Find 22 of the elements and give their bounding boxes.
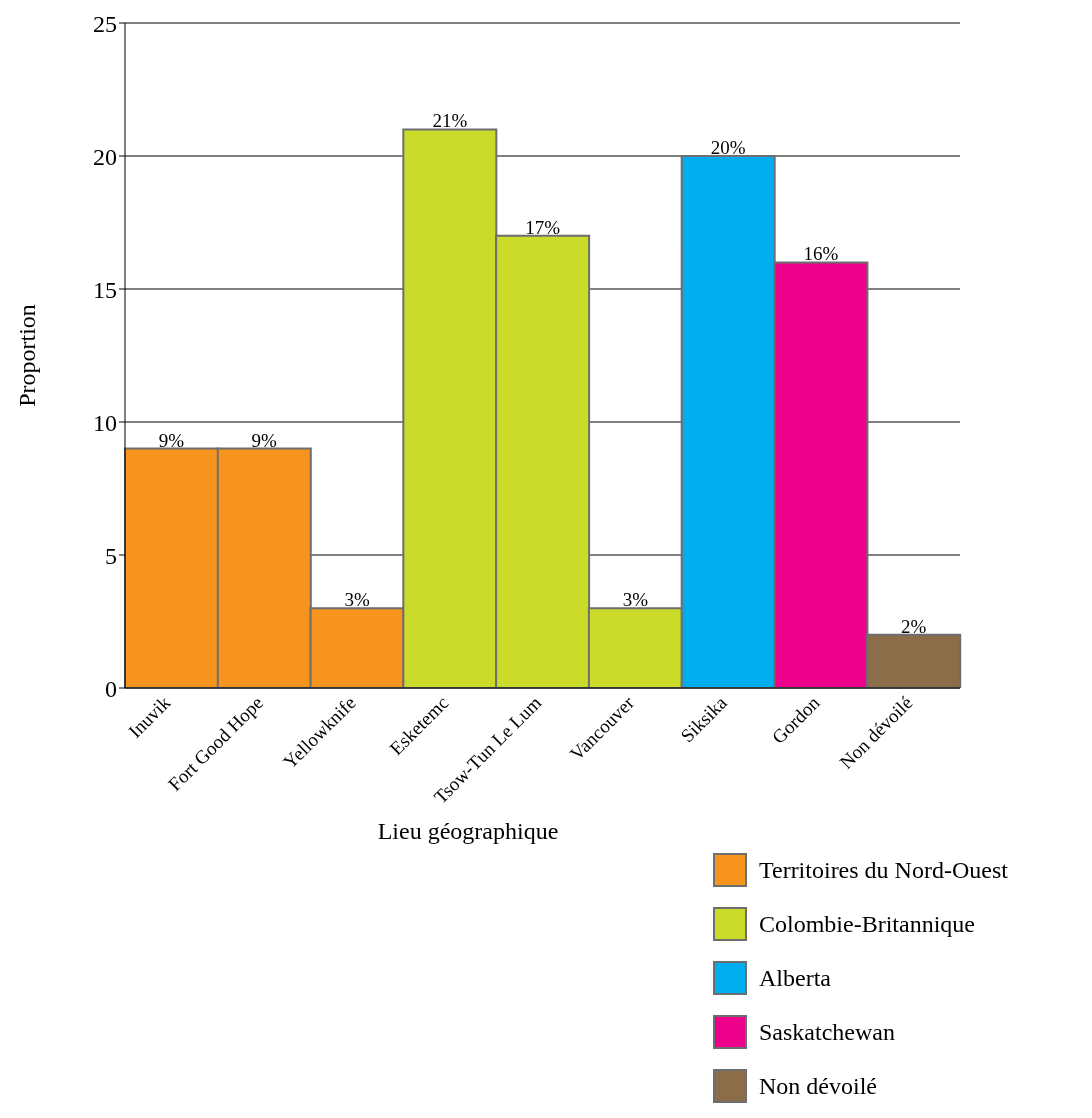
y-tick-label: 5 <box>105 542 117 569</box>
x-axis-title: Lieu géographique <box>376 818 560 845</box>
data-label: 3% <box>622 589 649 611</box>
data-label: 16% <box>803 243 839 265</box>
legend-label: Territoires du Nord-Ouest <box>759 856 1008 884</box>
y-tick-label: 25 <box>93 10 117 37</box>
data-label: 9% <box>158 429 185 451</box>
y-tick-label: 10 <box>93 409 117 436</box>
y-tick-label: 15 <box>93 276 117 303</box>
data-label: 3% <box>344 589 370 611</box>
legend-label: Alberta <box>759 964 831 992</box>
y-tick-label: 20 <box>93 143 117 170</box>
legend-label: Colombie-Britannique <box>759 910 975 938</box>
y-axis-title: Proportion <box>13 304 40 407</box>
data-label: 9% <box>251 429 278 451</box>
legend-label: Saskatchewan <box>759 1018 895 1046</box>
legend-label: Non dévoilé <box>759 1072 877 1100</box>
data-label: 17% <box>525 216 561 238</box>
y-tick-label: 0 <box>105 675 117 702</box>
data-label: 21% <box>432 110 468 132</box>
data-label: 2% <box>901 615 927 637</box>
data-label: 20% <box>710 137 746 158</box>
